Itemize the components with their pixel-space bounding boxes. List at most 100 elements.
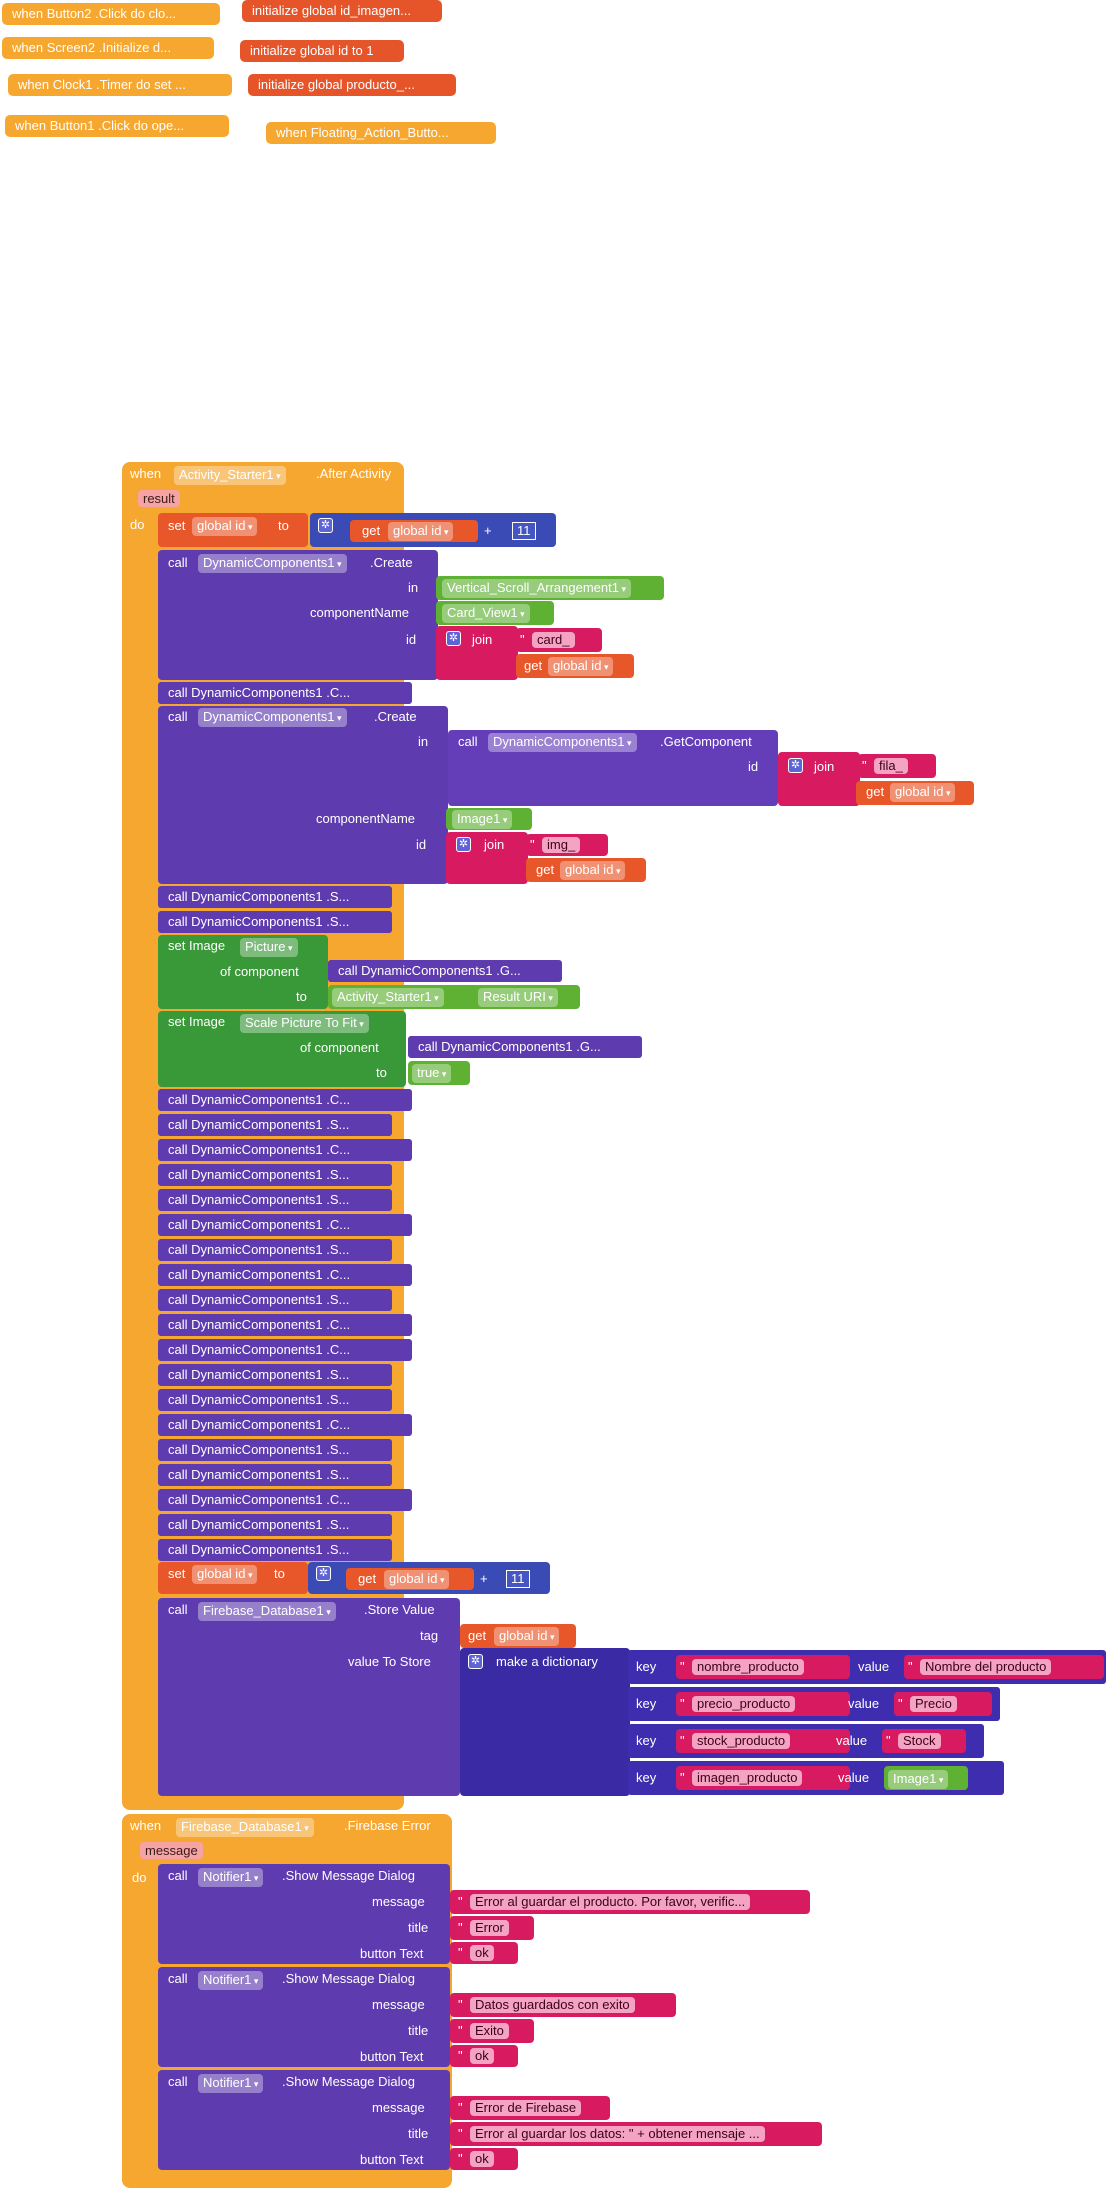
text-value[interactable]: Error al guardar los datos: " + obtener …	[458, 2126, 765, 2142]
collapsed-event-block[interactable]: when Screen2 .Initialize d...	[2, 37, 214, 59]
component-dropdown[interactable]: Vertical_Scroll_Arrangement1	[442, 579, 632, 598]
text-value[interactable]: ok "	[458, 1945, 494, 1961]
variable-dropdown[interactable]: global id	[384, 1570, 450, 1589]
make-dictionary-block[interactable]	[460, 1648, 630, 1796]
variable-dropdown[interactable]: global id	[388, 522, 454, 541]
text-value[interactable]: ok "	[458, 2048, 494, 2064]
mutator-gear-icon[interactable]: ✲	[318, 518, 333, 533]
quote-glyph: "	[458, 2023, 463, 2038]
collapsed-call-block[interactable]	[158, 1089, 412, 1111]
component-dropdown[interactable]: DynamicComponents1	[198, 708, 347, 727]
collapsed-call-block[interactable]	[158, 1214, 412, 1236]
text-value[interactable]: Error de Firebase "	[458, 2100, 582, 2116]
text-value[interactable]: card_ "	[520, 632, 575, 648]
collapsed-event-block[interactable]: when Clock1 .Timer do set ...	[8, 74, 232, 96]
variable-dropdown[interactable]: global id	[192, 517, 258, 536]
param-message[interactable]: message	[140, 1842, 203, 1859]
block-label: call DynamicComponents1 .C...	[168, 1142, 351, 1157]
collapsed-call-block[interactable]	[158, 1439, 392, 1461]
collapsed-call-block[interactable]	[158, 1539, 392, 1561]
text-value[interactable]: imagen_producto "	[680, 1770, 803, 1786]
quote-glyph: "	[886, 1733, 891, 1748]
variable-dropdown[interactable]: global id	[890, 783, 956, 802]
number-field[interactable]: 11	[506, 1570, 530, 1588]
collapsed-call-block[interactable]	[158, 1514, 392, 1536]
component-dropdown[interactable]: Activity_Starter1	[332, 988, 444, 1007]
component-dropdown[interactable]: Card_View1	[442, 604, 530, 623]
collapsed-call-block[interactable]	[158, 911, 392, 933]
text-value[interactable]: Stock "	[886, 1733, 941, 1749]
component-dropdown[interactable]: Image1	[888, 1770, 949, 1789]
variable-dropdown[interactable]: global id	[560, 861, 626, 880]
mutator-gear-icon[interactable]: ✲	[316, 1566, 331, 1581]
collapsed-global-block[interactable]: initialize global producto_...	[248, 74, 456, 96]
collapsed-event-block[interactable]: when Floating_Action_Butto...	[266, 122, 496, 144]
property-dropdown[interactable]: Scale Picture To Fit	[240, 1014, 369, 1033]
mutator-gear-icon[interactable]: ✲	[456, 837, 471, 852]
variable-dropdown[interactable]: global id	[192, 1565, 258, 1584]
text-value[interactable]: img_ "	[530, 837, 581, 853]
component-dropdown[interactable]: Notifier1	[198, 1868, 264, 1887]
collapsed-call-block[interactable]	[158, 1414, 412, 1436]
mutator-gear-icon[interactable]: ✲	[788, 758, 803, 773]
variable-dropdown[interactable]: global id	[548, 657, 614, 676]
block-label: call DynamicComponents1 .C...	[168, 1342, 351, 1357]
boolean-dropdown[interactable]: true	[412, 1064, 452, 1083]
collapsed-call-block[interactable]	[158, 1239, 392, 1261]
block-label: call DynamicComponents1 .C...	[168, 1217, 351, 1232]
firebase-store-value-block[interactable]	[158, 1598, 460, 1796]
collapsed-call-block[interactable]	[158, 1114, 392, 1136]
text-value[interactable]: Datos guardados con exito "	[458, 1997, 635, 2013]
collapsed-call-block[interactable]	[158, 1339, 412, 1361]
text-value[interactable]: nombre_producto "	[680, 1659, 804, 1675]
collapsed-event-block[interactable]: when Button1 .Click do ope...	[5, 115, 229, 137]
property-dropdown[interactable]: Picture	[240, 938, 298, 957]
text-value[interactable]: stock_producto "	[680, 1733, 791, 1749]
mutator-gear-icon[interactable]: ✲	[446, 631, 461, 646]
text-value[interactable]: precio_producto "	[680, 1696, 796, 1712]
component-dropdown[interactable]: Firebase_Database1	[198, 1602, 336, 1621]
collapsed-call-block[interactable]	[158, 1189, 392, 1211]
text-value[interactable]: ok "	[458, 2151, 494, 2167]
text-value[interactable]: Nombre del producto "	[908, 1659, 1052, 1675]
text-value[interactable]: Error al guardar el producto. Por favor,…	[458, 1894, 751, 1910]
component-dropdown[interactable]: Activity_Starter1	[174, 466, 286, 485]
collapsed-call-block[interactable]	[158, 682, 412, 704]
collapsed-call-block[interactable]	[328, 960, 562, 982]
text-value[interactable]: Error "	[458, 1920, 509, 1936]
collapsed-call-block[interactable]	[408, 1036, 642, 1058]
collapsed-call-block[interactable]	[158, 1364, 392, 1386]
to-label: to	[274, 1566, 285, 1581]
text-value[interactable]: Exito "	[458, 2023, 509, 2039]
property-dropdown[interactable]: Result URI	[478, 988, 558, 1007]
collapsed-call-block[interactable]	[158, 1489, 412, 1511]
when-label: when	[130, 1818, 162, 1833]
component-dropdown[interactable]: Notifier1	[198, 1971, 264, 1990]
collapsed-call-block[interactable]	[158, 1139, 412, 1161]
number-field[interactable]: 11	[512, 522, 536, 540]
collapsed-event-block[interactable]: when Button2 .Click do clo...	[2, 3, 220, 25]
param-result[interactable]: result	[138, 490, 180, 507]
mutator-gear-icon[interactable]: ✲	[468, 1654, 483, 1669]
component-dropdown[interactable]: DynamicComponents1	[488, 733, 637, 752]
collapsed-call-block[interactable]	[158, 1314, 412, 1336]
variable-dropdown[interactable]: global id	[494, 1627, 560, 1646]
collapsed-call-block[interactable]	[158, 886, 392, 908]
text-value[interactable]: fila_ "	[862, 758, 908, 774]
component-dropdown[interactable]: Notifier1	[198, 2074, 264, 2093]
dynamic-create-block[interactable]	[158, 706, 448, 884]
text-value[interactable]: Precio "	[898, 1696, 957, 1712]
collapsed-call-block[interactable]	[158, 1389, 392, 1411]
component-dropdown[interactable]: Firebase_Database1	[176, 1818, 314, 1837]
component-dropdown[interactable]: Image1	[452, 810, 513, 829]
collapsed-call-block[interactable]	[158, 1264, 412, 1286]
to-label: to	[278, 518, 289, 533]
quote-glyph: "	[680, 1770, 685, 1785]
collapsed-global-block[interactable]: initialize global id_imagen...	[242, 0, 442, 22]
collapsed-call-block[interactable]	[158, 1464, 392, 1486]
component-dropdown[interactable]: DynamicComponents1	[198, 554, 347, 573]
collapsed-call-block[interactable]	[158, 1164, 392, 1186]
collapsed-call-block[interactable]	[158, 1289, 392, 1311]
collapsed-global-block[interactable]: initialize global id to 1	[240, 40, 404, 62]
of-component-label: of component	[300, 1040, 379, 1055]
